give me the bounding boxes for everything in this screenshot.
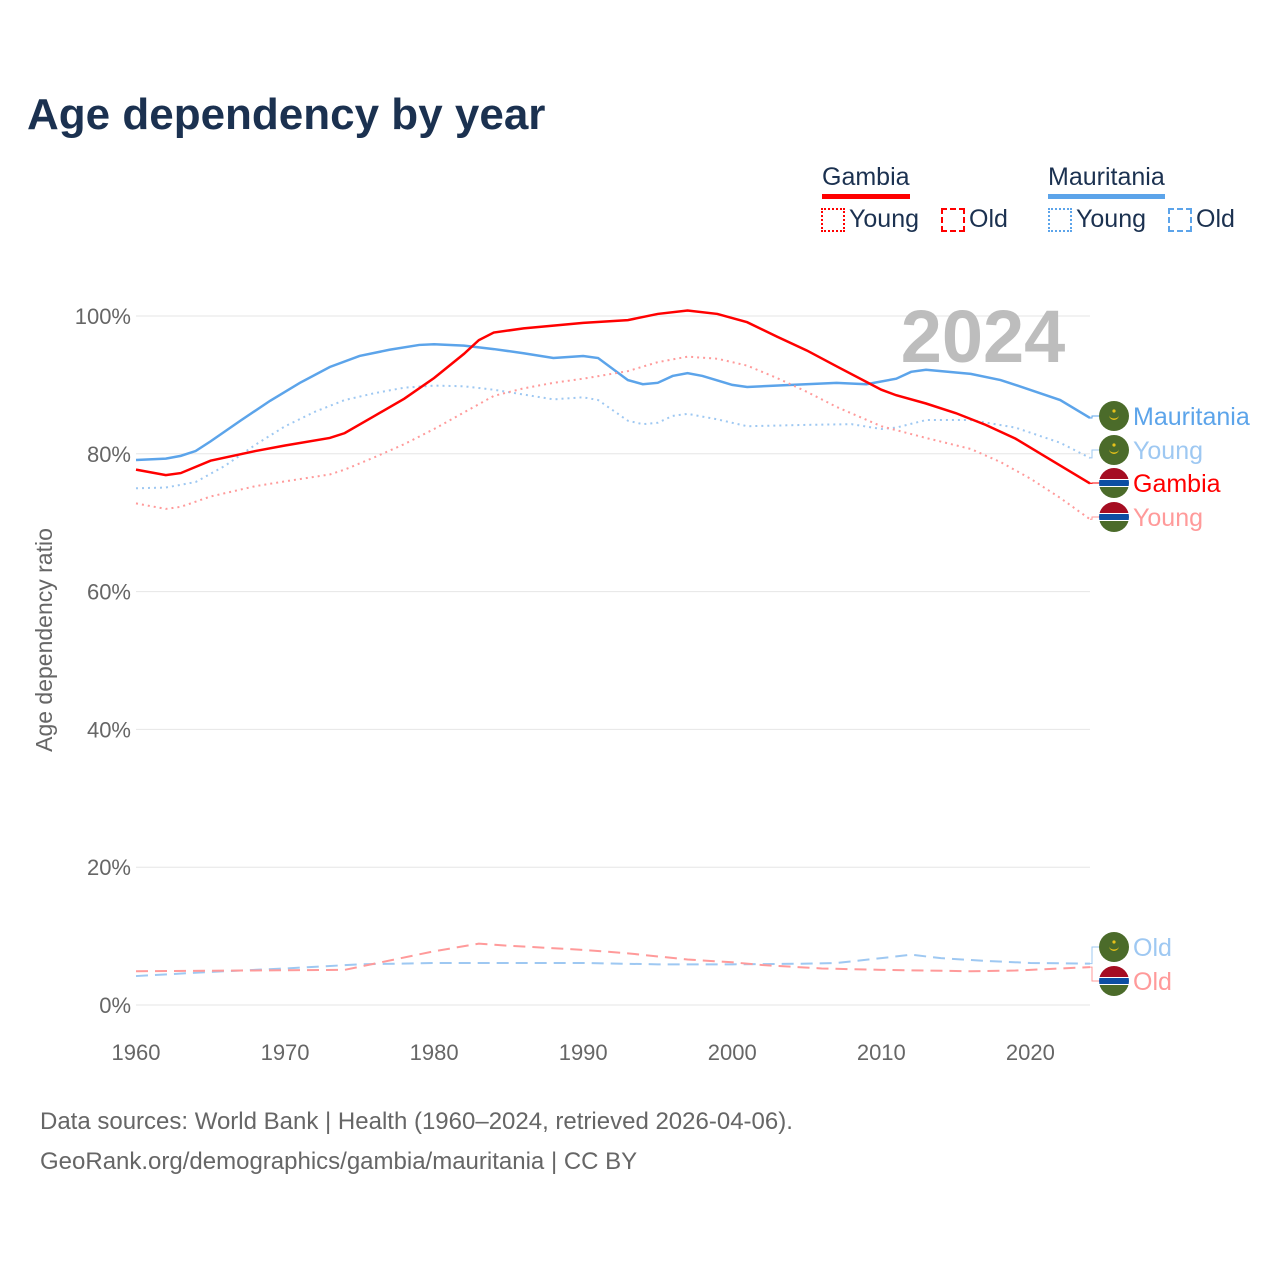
footer-credit: GeoRank.org/demographics/gambia/mauritan… <box>40 1148 638 1175</box>
legend-mauritania: Mauritania <box>1048 163 1165 199</box>
flag-stripes <box>1099 468 1129 498</box>
series-end-label: Young <box>1133 437 1203 465</box>
x-tick-label: 2000 <box>708 1040 757 1065</box>
crescent <box>1109 415 1119 420</box>
label-connector <box>1090 415 1100 419</box>
x-tick-label: 1960 <box>112 1040 161 1065</box>
y-tick-label: 40% <box>87 717 131 742</box>
x-tick-label: 1990 <box>559 1040 608 1065</box>
star <box>1112 443 1116 447</box>
label-connector <box>1090 516 1100 520</box>
series-line-gambia <box>135 309 1091 485</box>
flag-disc <box>1099 401 1129 431</box>
star <box>1112 409 1116 413</box>
label-connector <box>1090 449 1100 459</box>
crescent <box>1109 449 1119 454</box>
label-connector <box>1090 946 1100 965</box>
flag-disc <box>1099 932 1129 962</box>
y-tick-label: 100% <box>75 304 131 329</box>
x-tick-label: 1970 <box>261 1040 310 1065</box>
flag-disc <box>1099 435 1129 465</box>
series-line-gambia-old <box>135 942 1091 973</box>
dashed-swatch-icon <box>1168 207 1192 232</box>
mauritania-flag-icon <box>1099 932 1129 962</box>
chart-title: Age dependency by year <box>27 90 546 139</box>
legend-gambia: Gambia <box>822 163 910 199</box>
legend-gambia-old: Old <box>941 205 1008 234</box>
stripe-white <box>1099 977 1129 985</box>
legend-gambia-young: Young <box>821 205 919 234</box>
gambia-flag-icon <box>1099 966 1129 996</box>
series-line-mauritania <box>135 342 1091 462</box>
crescent <box>1109 946 1119 951</box>
gambia-flag-icon <box>1099 468 1129 498</box>
stripe-blue <box>1099 480 1129 486</box>
series-line-mauritania-old <box>135 953 1091 978</box>
stripe-red <box>1099 966 1129 977</box>
stripe-white <box>1099 479 1129 487</box>
legend-label: Young <box>849 205 919 233</box>
y-tick-label: 0% <box>99 993 131 1018</box>
x-tick-label: 2020 <box>1006 1040 1055 1065</box>
stripe-red <box>1099 468 1129 479</box>
y-tick-label: 20% <box>87 855 131 880</box>
stripe-green <box>1099 985 1129 996</box>
legend-mauritania-old: Old <box>1168 205 1235 234</box>
flag-stripes <box>1099 966 1129 996</box>
flag-stripes <box>1099 502 1129 532</box>
series-end-label: Young <box>1133 504 1203 532</box>
mauritania-flag-icon <box>1099 401 1129 431</box>
year-watermark: 2024 <box>901 295 1066 378</box>
legend-mauritania-young: Young <box>1048 205 1146 234</box>
legend-label: Old <box>1196 205 1235 233</box>
y-axis-label: Age dependency ratio <box>31 528 57 752</box>
label-connector <box>1090 966 1100 982</box>
series-end-label: Old <box>1133 968 1172 996</box>
y-tick-label: 60% <box>87 580 131 605</box>
series-end-label: Mauritania <box>1133 403 1250 431</box>
star <box>1112 940 1116 944</box>
gambia-flag-icon <box>1099 502 1129 532</box>
dashed-swatch-icon <box>941 207 965 232</box>
legend-label: Old <box>969 205 1008 233</box>
x-tick-label: 1980 <box>410 1040 459 1065</box>
stripe-green <box>1099 487 1129 498</box>
mauritania-flag-icon <box>1099 435 1129 465</box>
footer-sources: Data sources: World Bank | Health (1960–… <box>40 1108 793 1135</box>
dotted-swatch-icon <box>1048 207 1072 232</box>
stripe-white <box>1099 513 1129 521</box>
y-tick-label: 80% <box>87 442 131 467</box>
series-line-gambia-young <box>135 355 1091 521</box>
series-end-label: Gambia <box>1133 470 1221 498</box>
stripe-blue <box>1099 514 1129 520</box>
legend-label: Young <box>1076 205 1146 233</box>
stripe-red <box>1099 502 1129 513</box>
series-end-label: Old <box>1133 934 1172 962</box>
stripe-blue <box>1099 978 1129 984</box>
dotted-swatch-icon <box>821 207 845 232</box>
series-line-mauritania-young <box>135 384 1091 490</box>
x-tick-label: 2010 <box>857 1040 906 1065</box>
stripe-green <box>1099 521 1129 532</box>
